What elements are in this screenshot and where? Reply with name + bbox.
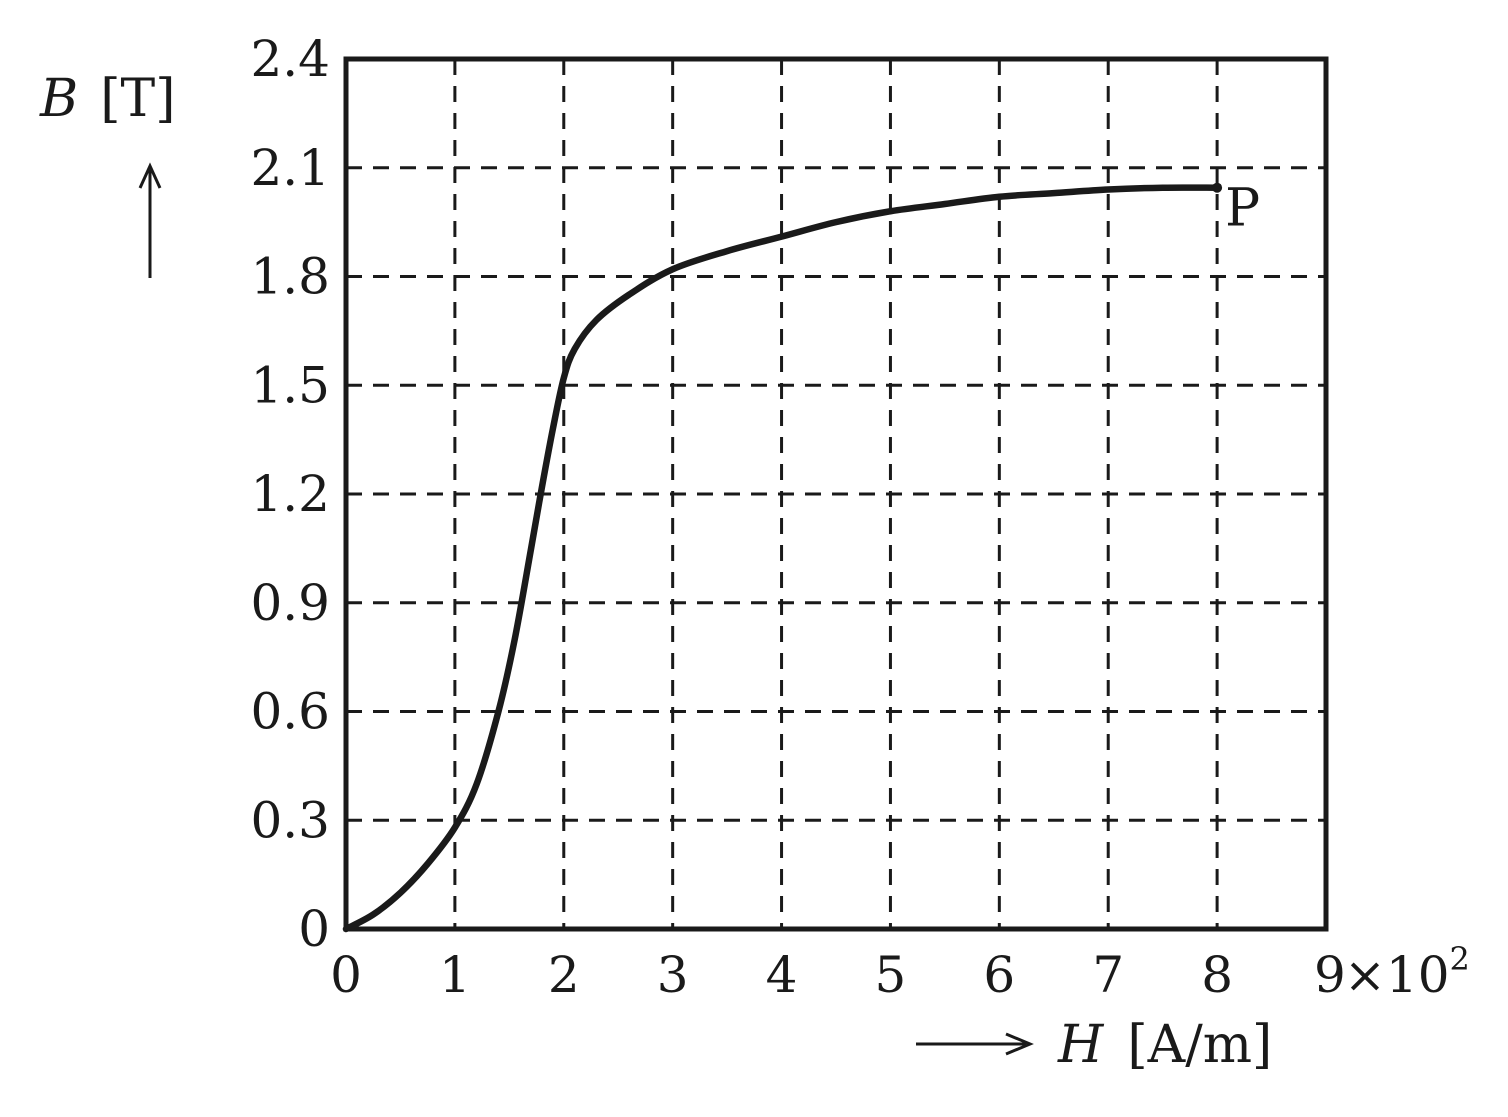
- y-tick-label: 1.5: [250, 356, 330, 414]
- x-tick-label: 1: [439, 946, 471, 1004]
- x-tick-label: 9: [1314, 946, 1346, 1004]
- x-tick-label: 2: [548, 946, 580, 1004]
- y-tick-label: 2.4: [250, 30, 330, 88]
- x-tick-label: 6: [983, 946, 1015, 1004]
- x-tick-label: 4: [766, 946, 798, 1004]
- bh-curve-line: [342, 184, 1221, 933]
- y-tick-label: 1.2: [250, 465, 330, 523]
- plot-frame: [343, 56, 1329, 932]
- svg-text:H[A/m]: H [A/m]: [1057, 1015, 1272, 1075]
- x-tick-label: 5: [875, 946, 907, 1004]
- x-tick-label: 3: [657, 946, 689, 1004]
- x-axis-arrowhead: [1005, 1032, 1034, 1056]
- y-axis-label: B [T]: [39, 69, 175, 278]
- y-axis-arrowhead: [138, 162, 162, 189]
- x-tick-label: 7: [1092, 946, 1124, 1004]
- grid-lines: [346, 59, 1326, 929]
- x-multiplier: ×102: [1344, 940, 1470, 1004]
- x-axis-label: H [A/m]: [916, 1015, 1272, 1075]
- y-tick-label: 0.6: [250, 683, 330, 741]
- y-axis-unit: [T]: [100, 69, 175, 129]
- x-axis-symbol: H: [1057, 1015, 1105, 1075]
- x-tick-labels: 0 1 2 3 4 5 6 7 8 9: [330, 946, 1346, 1004]
- y-tick-label: 1.8: [250, 248, 330, 306]
- y-tick-label: 0.9: [250, 574, 330, 632]
- y-tick-label: 0: [298, 900, 330, 958]
- x-tick-label: 8: [1201, 946, 1233, 1004]
- x-axis-unit: [A/m]: [1127, 1015, 1272, 1075]
- point-p-marker: [1212, 182, 1223, 193]
- point-p-label: P: [1225, 179, 1260, 239]
- y-tick-label: 0.3: [250, 791, 330, 849]
- y-tick-labels: 0 0.3 0.6 0.9 1.2 1.5 1.8 2.1 2.4: [250, 30, 330, 958]
- svg-text:B[T]: B [T]: [39, 69, 175, 129]
- y-axis-symbol: B: [39, 69, 78, 129]
- y-tick-label: 2.1: [250, 139, 330, 197]
- x-tick-label: 0: [330, 946, 362, 1004]
